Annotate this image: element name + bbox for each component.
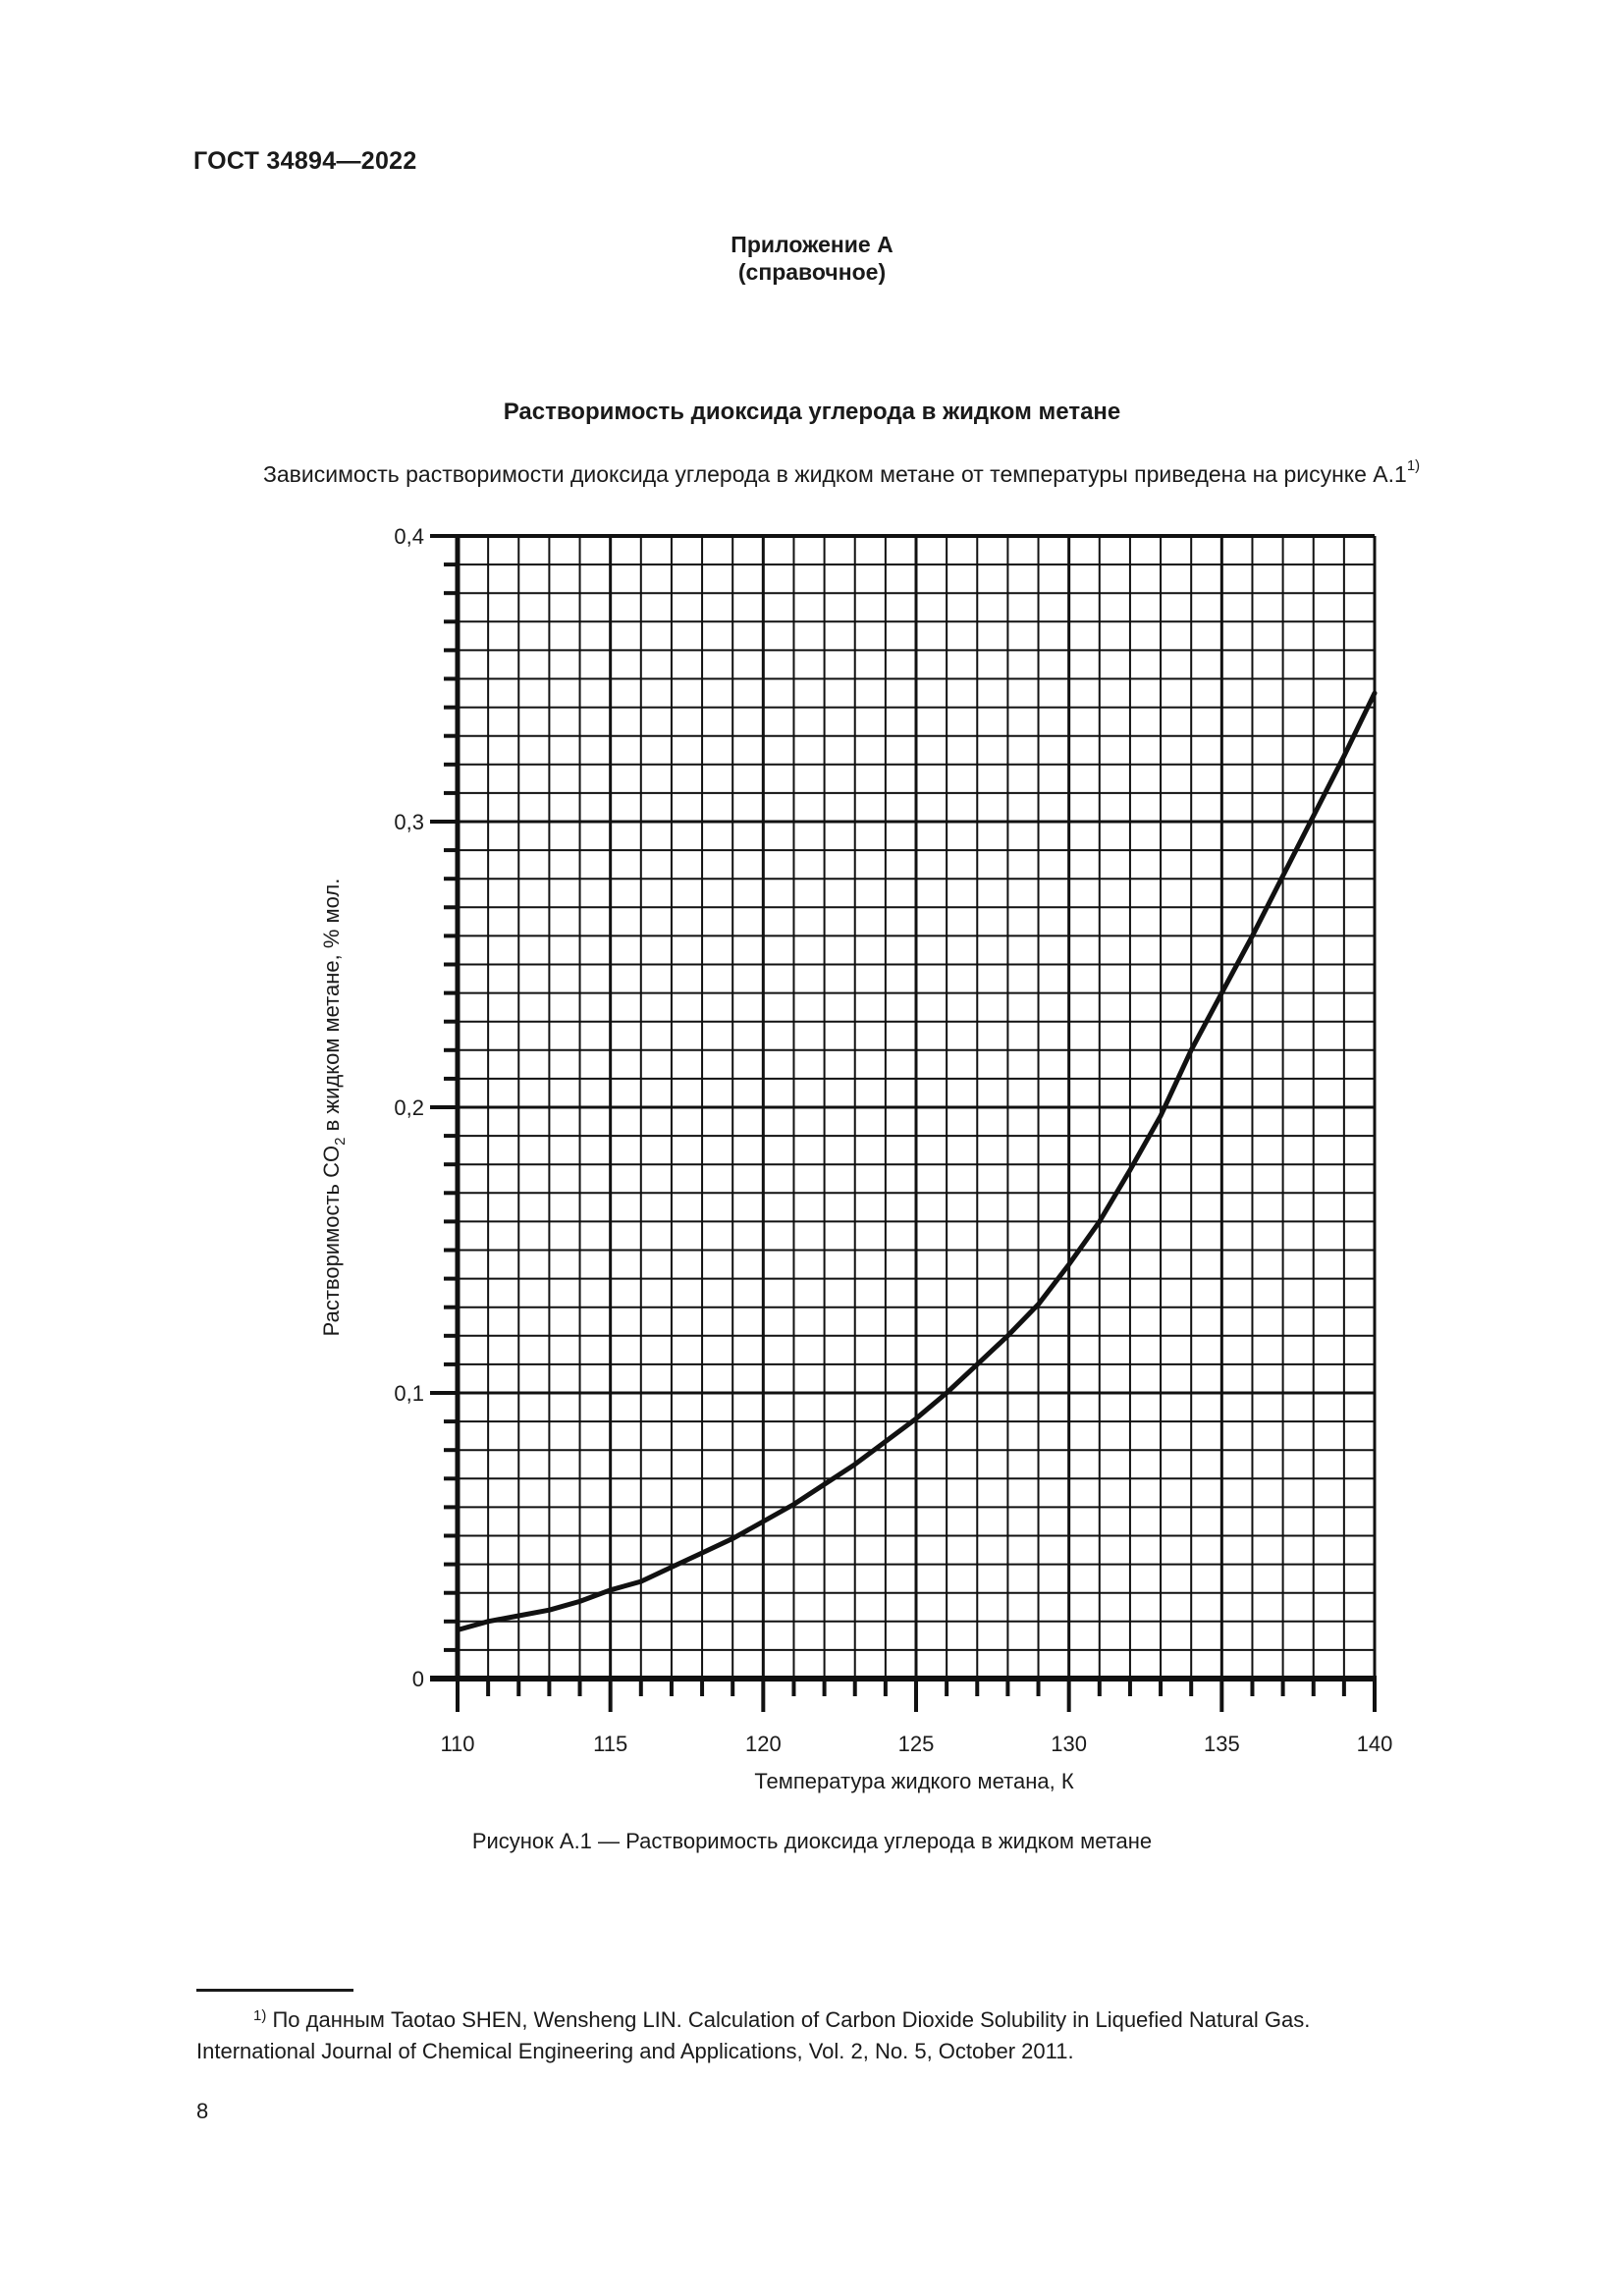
section-title: Растворимость диоксида углерода в жидком… xyxy=(503,399,1121,425)
y-tick-label: 0 xyxy=(412,1667,424,1691)
chart-ticks xyxy=(430,534,1377,1712)
footnote-reference[interactable]: 1) xyxy=(1406,457,1421,474)
y-tick-label: 0,4 xyxy=(394,524,424,549)
x-tick-label: 115 xyxy=(593,1732,627,1756)
intro-text: Зависимость растворимости диоксида углер… xyxy=(263,461,1407,487)
footnote-line-2: International Journal of Chemical Engine… xyxy=(196,2039,1074,2063)
footnote: 1) По данным Taotao SHEN, Wensheng LIN. … xyxy=(196,2004,1512,2067)
document-id: ГОСТ 34894—2022 xyxy=(193,147,417,175)
y-axis-label: Растворимость CO2 в жидком метане, % мол… xyxy=(319,879,349,1337)
x-tick-label: 125 xyxy=(898,1732,935,1756)
footnote-marker: 1) xyxy=(253,2007,267,2024)
x-tick-label: 110 xyxy=(440,1732,474,1756)
x-tick-label: 140 xyxy=(1357,1732,1393,1756)
y-tick-label: 0,2 xyxy=(394,1095,424,1120)
chart-tick-labels: 110 115 120 125 130 135 140 0 0,1 0,2 0,3 0,4 xyxy=(394,524,1392,1756)
y-tick-label: 0,3 xyxy=(394,810,424,834)
footnote-divider xyxy=(196,1989,353,1992)
x-tick-label: 120 xyxy=(745,1732,782,1756)
solubility-chart: 110 115 120 125 130 135 140 0 0,1 0,2 0,3 0,4 Темпе… xyxy=(319,524,1392,1793)
annex-status: (справочное) xyxy=(737,259,887,285)
solubility-curve xyxy=(455,690,1378,1632)
figure-caption: Рисунок А.1 — Растворимость диоксида угл… xyxy=(471,1829,1153,1853)
x-tick-label: 130 xyxy=(1051,1732,1087,1756)
x-axis-label: Температура жидкого метана, К xyxy=(754,1769,1074,1793)
page-number: 8 xyxy=(196,2099,209,2123)
y-tick-label: 0,1 xyxy=(394,1381,424,1406)
annex-title: Приложение А xyxy=(731,232,893,257)
chart-grid xyxy=(456,534,1377,1681)
footnote-line-1: По данным Taotao SHEN, Wensheng LIN. Cal… xyxy=(266,2007,1311,2032)
intro-paragraph: Зависимость растворимости диоксида углер… xyxy=(263,457,1420,488)
x-tick-label: 135 xyxy=(1204,1732,1240,1756)
